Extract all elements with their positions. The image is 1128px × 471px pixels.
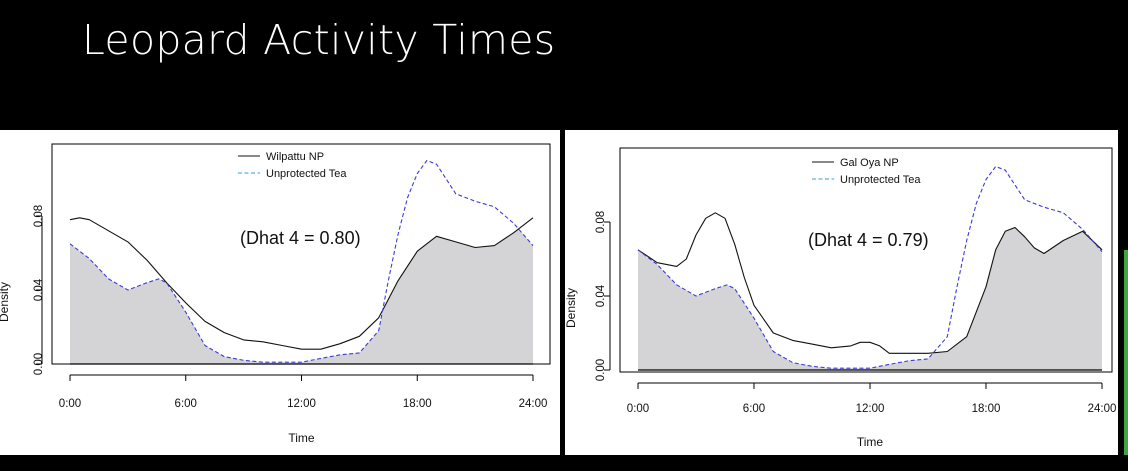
x-tick-label: 18:00 <box>972 403 1001 415</box>
y-tick-label: 0.00 <box>33 353 45 375</box>
y-axis-label: Density <box>564 288 578 328</box>
legend-label: Unprotected Tea <box>266 168 347 180</box>
x-tick-label: 24:00 <box>519 398 548 410</box>
x-tick-label: 18:00 <box>403 398 432 410</box>
bottom-bar <box>0 455 1128 471</box>
slide-right-edge <box>1118 130 1128 455</box>
legend-label: Wilpattu NP <box>266 151 324 163</box>
x-tick-label: 0:00 <box>59 398 81 410</box>
series-line-wilpattu-np <box>69 217 534 350</box>
green-edge-strip <box>1124 250 1128 455</box>
series-line-unprotected-tea <box>69 159 534 363</box>
x-axis-label: Time <box>288 431 315 445</box>
y-axis-label: Density <box>0 282 11 322</box>
title-bar: Leopard Activity Times <box>0 0 1128 130</box>
right-density-chart: 0:00 6:00 12:00 18:00 24:00 Time 0.00 0.04 0.08 D… <box>564 147 1117 449</box>
legend-label: Gal Oya NP <box>840 157 899 169</box>
series-line-gal-oya-np <box>637 212 1103 354</box>
x-tick-label: 6:00 <box>743 403 765 415</box>
series-line-unprotected-tea <box>637 165 1103 369</box>
plot-frame <box>619 147 1113 373</box>
x-tick-label: 12:00 <box>856 403 885 415</box>
x-tick-label: 6:00 <box>175 398 197 410</box>
left-chart-panel: 0:00 6:00 12:00 18:00 24:00 Time 0.00 0.04 0.08 D… <box>0 130 560 455</box>
panel-divider <box>560 130 565 455</box>
x-axis-label: Time <box>857 435 884 449</box>
y-tick-label: 0.04 <box>33 278 45 301</box>
dhat-annotation: (Dhat 4 = 0.80) <box>240 228 361 248</box>
left-density-chart: 0:00 6:00 12:00 18:00 24:00 Time 0.00 0.04 0.08 D… <box>0 143 551 445</box>
legend-label: Unprotected Tea <box>840 174 921 186</box>
y-tick-label: 0.08 <box>33 205 45 227</box>
overlap-area <box>638 227 1102 370</box>
right-chart-panel: 0:00 6:00 12:00 18:00 24:00 Time 0.00 0.04 0.08 D… <box>564 130 1118 455</box>
plot-frame <box>51 143 551 365</box>
overlap-area <box>70 229 533 364</box>
y-tick-label: 0.04 <box>595 284 607 307</box>
slide-title: Leopard Activity Times <box>82 16 556 64</box>
dhat-annotation: (Dhat 4 = 0.79) <box>808 230 929 250</box>
x-tick-label: 0:00 <box>627 403 649 415</box>
y-tick-label: 0.08 <box>595 211 607 233</box>
x-tick-label: 12:00 <box>287 398 316 410</box>
x-tick-label: 24:00 <box>1088 403 1117 415</box>
y-tick-label: 0.00 <box>595 359 607 381</box>
